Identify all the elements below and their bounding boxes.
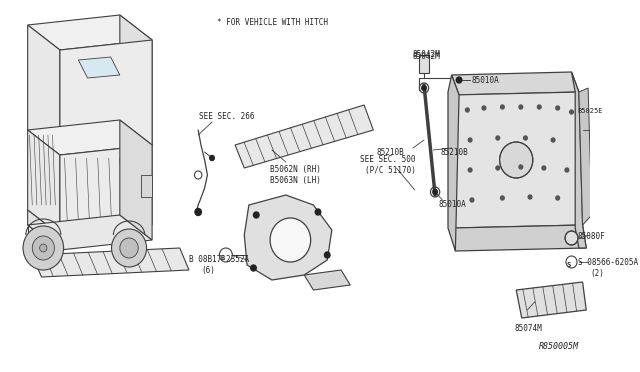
Polygon shape: [28, 120, 152, 155]
Polygon shape: [304, 270, 350, 290]
Text: B: B: [221, 255, 225, 261]
Circle shape: [465, 108, 469, 112]
Circle shape: [570, 110, 573, 114]
Circle shape: [120, 238, 138, 258]
Polygon shape: [244, 195, 332, 280]
Text: 85010A: 85010A: [472, 76, 500, 85]
Circle shape: [270, 218, 310, 262]
Circle shape: [422, 86, 426, 90]
Polygon shape: [452, 92, 582, 228]
Text: 85042M: 85042M: [413, 50, 441, 59]
Polygon shape: [28, 130, 60, 235]
Circle shape: [324, 252, 330, 258]
Circle shape: [23, 226, 63, 270]
Polygon shape: [235, 105, 373, 168]
Circle shape: [524, 136, 527, 140]
Text: R850005M: R850005M: [540, 342, 579, 351]
Circle shape: [496, 166, 500, 170]
Polygon shape: [28, 215, 152, 250]
Polygon shape: [120, 15, 152, 145]
Text: 85042M: 85042M: [413, 52, 441, 61]
Circle shape: [519, 165, 523, 169]
Text: (2): (2): [590, 269, 604, 278]
Circle shape: [456, 77, 462, 83]
Circle shape: [519, 105, 523, 109]
Circle shape: [195, 208, 202, 215]
Text: (6): (6): [201, 266, 215, 275]
Text: B 08B17-2352A: B 08B17-2352A: [189, 255, 249, 264]
Circle shape: [251, 265, 256, 271]
Text: 85074M: 85074M: [515, 324, 542, 333]
Text: B5062N (RH): B5062N (RH): [270, 165, 321, 174]
Circle shape: [433, 189, 437, 195]
Circle shape: [556, 106, 559, 110]
Circle shape: [565, 231, 578, 245]
Polygon shape: [28, 25, 60, 155]
Circle shape: [40, 244, 47, 252]
Circle shape: [210, 155, 214, 160]
Circle shape: [538, 105, 541, 109]
Circle shape: [565, 168, 569, 172]
Polygon shape: [452, 225, 586, 251]
Text: (P/C 51170): (P/C 51170): [365, 166, 416, 175]
Polygon shape: [579, 88, 592, 225]
Circle shape: [500, 105, 504, 109]
Circle shape: [32, 236, 54, 260]
Polygon shape: [28, 15, 152, 50]
Text: 85080F: 85080F: [578, 232, 605, 241]
Circle shape: [556, 196, 559, 200]
Text: S 08566-6205A: S 08566-6205A: [578, 258, 638, 267]
Bar: [141, 175, 152, 197]
Polygon shape: [78, 57, 120, 78]
Text: B5063N (LH): B5063N (LH): [270, 176, 321, 185]
Polygon shape: [28, 210, 60, 250]
Text: 85025E: 85025E: [578, 108, 604, 114]
Polygon shape: [60, 145, 152, 235]
Circle shape: [316, 209, 321, 215]
Polygon shape: [448, 75, 459, 251]
Circle shape: [111, 229, 147, 267]
Circle shape: [500, 142, 532, 178]
Circle shape: [253, 212, 259, 218]
Text: 85010A: 85010A: [439, 200, 467, 209]
Circle shape: [551, 138, 555, 142]
Text: 85210B: 85210B: [376, 148, 404, 157]
Polygon shape: [572, 72, 586, 248]
Text: SEE SEC. 266: SEE SEC. 266: [199, 112, 255, 121]
Polygon shape: [120, 120, 152, 240]
Circle shape: [528, 195, 532, 199]
Circle shape: [500, 196, 504, 200]
Polygon shape: [60, 40, 152, 155]
Polygon shape: [452, 72, 579, 95]
Text: 85210B: 85210B: [440, 148, 468, 157]
Polygon shape: [516, 282, 586, 318]
Circle shape: [542, 166, 546, 170]
Circle shape: [470, 198, 474, 202]
Bar: [419, 55, 429, 73]
Circle shape: [496, 136, 500, 140]
Text: * FOR VEHICLE WITH HITCH: * FOR VEHICLE WITH HITCH: [216, 18, 328, 27]
Circle shape: [482, 106, 486, 110]
Circle shape: [468, 138, 472, 142]
Circle shape: [468, 168, 472, 172]
Polygon shape: [32, 248, 189, 277]
Text: SEE SEC. 500: SEE SEC. 500: [360, 155, 415, 164]
Text: S: S: [566, 262, 571, 268]
